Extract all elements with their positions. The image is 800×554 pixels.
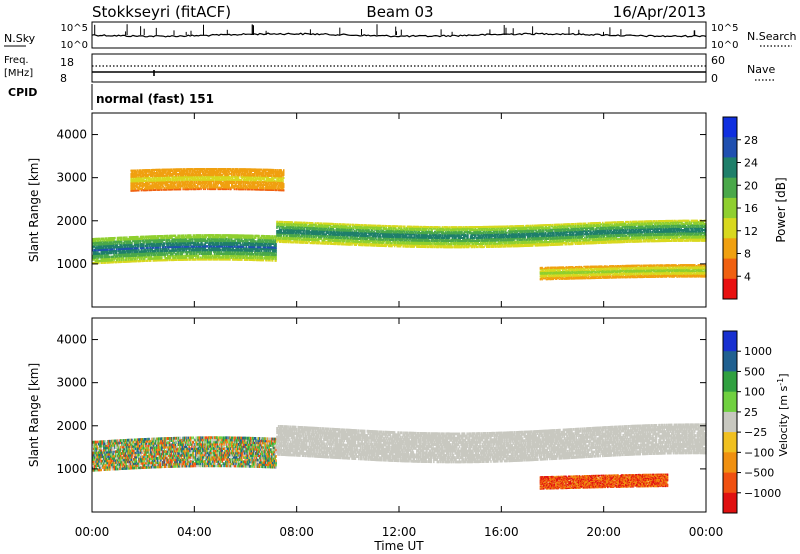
echo-cell (304, 229, 306, 231)
beam-title: Beam 03 (366, 3, 433, 21)
power-heatmap (92, 168, 707, 280)
echo-cell (449, 226, 451, 228)
echo-cell (334, 229, 336, 231)
echo-cell (187, 258, 189, 260)
noise-sky-trace (92, 33, 706, 37)
date-title: 16/Apr/2013 (613, 3, 706, 21)
echo-cell (282, 221, 284, 223)
noise-left-tick-bottom: 10^0 (61, 40, 88, 51)
nave-tick-bottom: 0 (711, 72, 718, 85)
freq-tick-bottom: 8 (60, 72, 67, 85)
nave-tick-top: 60 (711, 54, 725, 67)
echo-cell (275, 243, 277, 245)
freq-label-1: Freq. (4, 55, 29, 66)
echo-cell (350, 224, 352, 226)
noise-spikes (95, 24, 695, 35)
noise-right-tick-bottom: 10^0 (711, 40, 738, 51)
nave-label: Nave (747, 63, 775, 76)
echo-cell (401, 225, 403, 227)
freq-panel-frame (92, 54, 706, 82)
echo-cell (164, 242, 166, 244)
echo-cell (452, 246, 454, 248)
echo-cell (386, 225, 388, 227)
echo-cell (391, 242, 393, 244)
station-title: Stokkseyri (fitACF) (92, 3, 231, 21)
echo-cell (258, 235, 260, 237)
noise-right-tick-top: 10^5 (711, 23, 738, 34)
echo-cell (380, 236, 382, 238)
figure: Stokkseyri (fitACF) Beam 03 16/Apr/2013 … (0, 0, 800, 554)
echo-cell (114, 237, 116, 239)
echo-cell (307, 222, 309, 224)
cpid-label: CPID (8, 86, 37, 99)
echo-cell (109, 256, 111, 258)
echo-cell (179, 235, 181, 237)
cpid-value: normal (fast) 151 (96, 92, 214, 106)
noise-left-label: N.Sky (4, 32, 36, 45)
noise-left-tick-top: 10^5 (61, 23, 88, 34)
echo-cell (404, 226, 406, 228)
freq-tick-top: 18 (60, 56, 74, 69)
freq-label-2: [MHz] (4, 68, 33, 79)
echo-cell (121, 237, 123, 239)
echo-cell (252, 235, 254, 237)
noise-right-label: N.Search (747, 30, 797, 43)
